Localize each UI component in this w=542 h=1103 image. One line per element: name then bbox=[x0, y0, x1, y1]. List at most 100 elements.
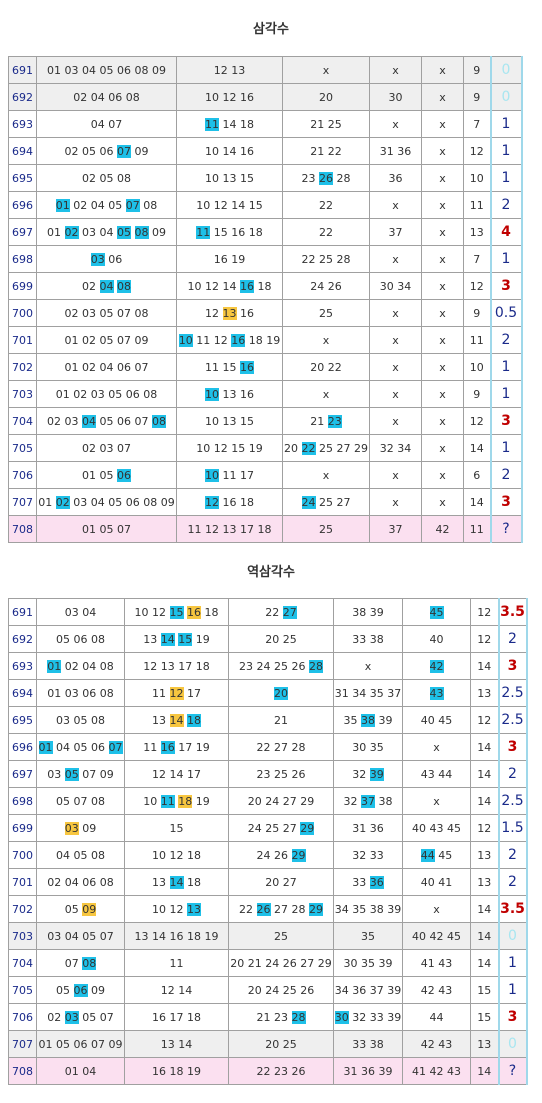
number-cell: 10 13 15 bbox=[176, 164, 283, 192]
number-cell: 10 11 17 bbox=[176, 461, 283, 489]
count: 11 bbox=[463, 515, 491, 543]
highlighted-number: 18 bbox=[187, 713, 201, 727]
result: 3 bbox=[489, 488, 523, 516]
highlighted-number: 45 bbox=[429, 605, 444, 619]
number-cell: 12 14 17 bbox=[124, 760, 229, 788]
number-cell: 01 02 03 04 05 08 09 bbox=[36, 218, 177, 246]
row: 692 02 04 06 08 10 12 16 20 30 x 9 0 bbox=[8, 83, 523, 111]
number: 04 bbox=[90, 495, 105, 509]
highlighted-number: 30 bbox=[334, 1010, 349, 1024]
highlighted-number: 02 bbox=[55, 495, 70, 509]
result: 2 bbox=[497, 868, 528, 896]
number-cell: 30 34 bbox=[369, 272, 422, 300]
number-cell: x bbox=[369, 488, 422, 516]
round-id: 696 bbox=[8, 191, 37, 219]
number-cell: 41 42 43 bbox=[402, 1057, 471, 1085]
row: 700 02 03 05 07 08 12 13 16 25 x x 9 0.5 bbox=[8, 299, 523, 327]
count: 12 bbox=[470, 814, 499, 842]
number: 18 bbox=[240, 495, 254, 509]
number-cell: 31 36 bbox=[333, 814, 403, 842]
number-cell: 23 24 25 26 28 bbox=[228, 652, 334, 680]
number-cell: 01 05 06 07 09 bbox=[36, 1030, 125, 1058]
number: 17 bbox=[178, 740, 193, 754]
result: 1 bbox=[489, 137, 523, 165]
table-title: 삼각수 bbox=[253, 22, 289, 37]
number: 07 bbox=[134, 414, 149, 428]
round-id: 699 bbox=[8, 272, 37, 300]
highlighted-number: 14 bbox=[169, 875, 184, 889]
number-cell: 12 13 bbox=[176, 56, 283, 84]
count: 15 bbox=[470, 976, 499, 1004]
round-id: 703 bbox=[8, 380, 37, 408]
count: 9 bbox=[463, 299, 491, 327]
highlighted-number: 12 bbox=[205, 495, 219, 509]
highlighted-number: 29 bbox=[300, 821, 315, 835]
number-cell: 31 36 39 bbox=[333, 1057, 403, 1085]
round-id: 707 bbox=[8, 1030, 37, 1058]
number: 33 bbox=[369, 1010, 384, 1024]
number-cell: 13 14 18 bbox=[124, 706, 229, 734]
count: 14 bbox=[463, 434, 491, 462]
number: 32 bbox=[352, 767, 367, 781]
result: 3 bbox=[497, 652, 528, 680]
round-id: 695 bbox=[8, 706, 37, 734]
number-cell: 23 25 26 bbox=[228, 760, 334, 788]
highlighted-number: 29 bbox=[309, 902, 323, 916]
number: 02 bbox=[64, 144, 79, 158]
number: 35 bbox=[343, 713, 358, 727]
row: 703 03 04 05 07 13 14 16 18 19 25 35 40 42 45… bbox=[8, 922, 528, 950]
number: 09 bbox=[152, 225, 166, 239]
number: 05 bbox=[99, 468, 114, 482]
number-cell: 04 05 08 bbox=[36, 841, 125, 869]
round-id: 697 bbox=[8, 760, 37, 788]
number: 38 bbox=[378, 794, 393, 808]
number: 12 bbox=[205, 279, 219, 293]
number-cell: x bbox=[282, 326, 370, 354]
highlighted-number: 20 bbox=[274, 686, 288, 700]
number: 28 bbox=[291, 902, 306, 916]
number-cell: 30 32 33 39 bbox=[333, 1003, 403, 1031]
number-cell: 24 26 bbox=[282, 272, 370, 300]
number-cell: x bbox=[421, 407, 464, 435]
number: 08 bbox=[99, 659, 114, 673]
number-cell: 38 39 bbox=[333, 598, 403, 626]
number-cell: 10 14 16 bbox=[176, 137, 283, 165]
row: 705 02 03 07 10 12 15 19 20 22 25 27 29 32 3… bbox=[8, 434, 523, 462]
number: 28 bbox=[336, 171, 351, 185]
number-cell: 22 25 28 bbox=[282, 245, 370, 273]
number-cell: 33 38 bbox=[333, 625, 403, 653]
number-cell: x bbox=[369, 353, 422, 381]
number-cell: 10 12 13 bbox=[124, 895, 229, 923]
number-cell: 21 23 bbox=[282, 407, 370, 435]
result: 1.5 bbox=[497, 814, 528, 842]
number: 26 bbox=[274, 848, 288, 862]
table-body: 691 01 03 04 05 06 08 09 12 13 x x x 9 0 692 02 0… bbox=[8, 56, 523, 543]
highlighted-number: 12 bbox=[169, 686, 184, 700]
highlighted-number: 06 bbox=[117, 468, 131, 482]
number: 10 bbox=[152, 902, 166, 916]
number: 24 bbox=[256, 659, 271, 673]
number: 23 bbox=[239, 659, 253, 673]
highlighted-number: 29 bbox=[291, 848, 306, 862]
highlighted-number: 16 bbox=[240, 360, 254, 374]
row: 704 07 08 11 20 21 24 26 27 29 30 35 39 41 43… bbox=[8, 949, 528, 977]
count: 9 bbox=[463, 83, 491, 111]
number: 07 bbox=[99, 1010, 114, 1024]
row: 701 02 04 06 08 13 14 18 20 27 33 36 40 41 13 2 bbox=[8, 868, 528, 896]
number-cell: 20 24 25 26 bbox=[228, 976, 334, 1004]
row: 708 01 05 07 11 12 13 17 18 25 37 42 11? bbox=[8, 515, 523, 543]
number: 03 bbox=[64, 414, 79, 428]
number: 17 bbox=[240, 468, 254, 482]
count: 13 bbox=[463, 218, 491, 246]
result: 1 bbox=[489, 380, 523, 408]
number-cell: 24 25 27 bbox=[282, 488, 370, 516]
number-cell: 01 02 03 04 05 06 08 09 bbox=[36, 488, 177, 516]
number-cell: x bbox=[421, 83, 464, 111]
number-cell: 02 04 08 bbox=[36, 272, 177, 300]
number: 25 bbox=[319, 495, 333, 509]
number-cell: 12 13 16 bbox=[176, 299, 283, 327]
round-id: 706 bbox=[8, 461, 37, 489]
number-cell: 11 bbox=[124, 949, 229, 977]
highlighted-number: 11 bbox=[196, 225, 211, 239]
number-cell: 11 15 16 18 bbox=[176, 218, 283, 246]
